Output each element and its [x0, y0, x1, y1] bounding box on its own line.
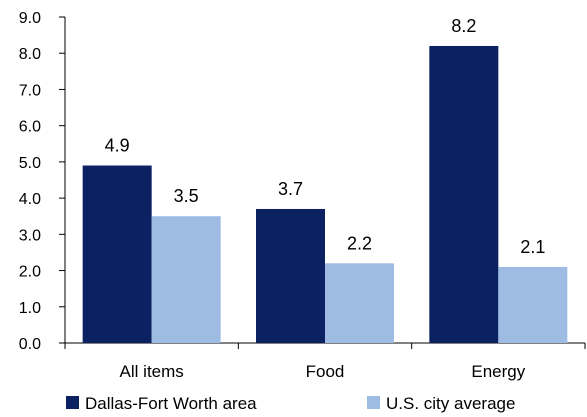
- bar-dallas-fort-worth-area-all-items: [82, 165, 152, 343]
- data-label-dallas-fort-worth-area-food: 3.7: [278, 179, 303, 199]
- data-label-u-s-city-average-energy: 2.1: [520, 237, 545, 257]
- legend-swatch-dallas-fort-worth-area: [66, 396, 79, 409]
- data-label-dallas-fort-worth-area-all-items: 4.9: [105, 136, 130, 156]
- bar-u-s-city-average-food: [325, 263, 394, 343]
- data-label-dallas-fort-worth-area-energy: 8.2: [451, 16, 476, 36]
- bar-u-s-city-average-energy: [498, 266, 568, 343]
- data-label-u-s-city-average-all-items: 3.5: [174, 186, 199, 206]
- y-tick-label: 2.0: [19, 264, 41, 281]
- category-label-food: Food: [306, 362, 345, 381]
- category-label-energy: Energy: [471, 362, 525, 381]
- x-axis-ticks: All items Food Energy: [64, 343, 586, 381]
- legend-label-u-s-city-average: U.S. city average: [386, 394, 515, 413]
- bar-dallas-fort-worth-area-food: [256, 208, 325, 343]
- category-label-all-items: All items: [120, 362, 184, 381]
- y-tick-label: 0.0: [19, 336, 41, 353]
- y-tick-label: 5.0: [19, 155, 41, 172]
- legend-label-dallas-fort-worth-area: Dallas-Fort Worth area: [85, 394, 257, 413]
- y-tick-label: 4.0: [19, 191, 41, 208]
- bar-dallas-fort-worth-area-energy: [429, 45, 499, 343]
- data-labels: 4.9 3.5 3.7 2.2 8.2 2.1: [105, 16, 546, 257]
- y-tick-label: 7.0: [19, 82, 41, 99]
- y-tick-label: 3.0: [19, 227, 41, 244]
- y-axis-ticks: 0.0 1.0 2.0 3.0 4.0 5.0 6.0 7.0 8.0 9.0: [19, 10, 65, 353]
- y-tick-label: 1.0: [19, 300, 41, 317]
- legend-swatch-u-s-city-average: [367, 396, 380, 409]
- data-label-u-s-city-average-food: 2.2: [347, 233, 372, 253]
- y-tick-label: 9.0: [19, 10, 41, 27]
- y-tick-label: 6.0: [19, 119, 41, 136]
- legend: Dallas-Fort Worth area U.S. city average: [66, 394, 515, 413]
- bar-series: [82, 45, 568, 343]
- y-tick-label: 8.0: [19, 46, 41, 63]
- bar-u-s-city-average-all-items: [151, 216, 221, 343]
